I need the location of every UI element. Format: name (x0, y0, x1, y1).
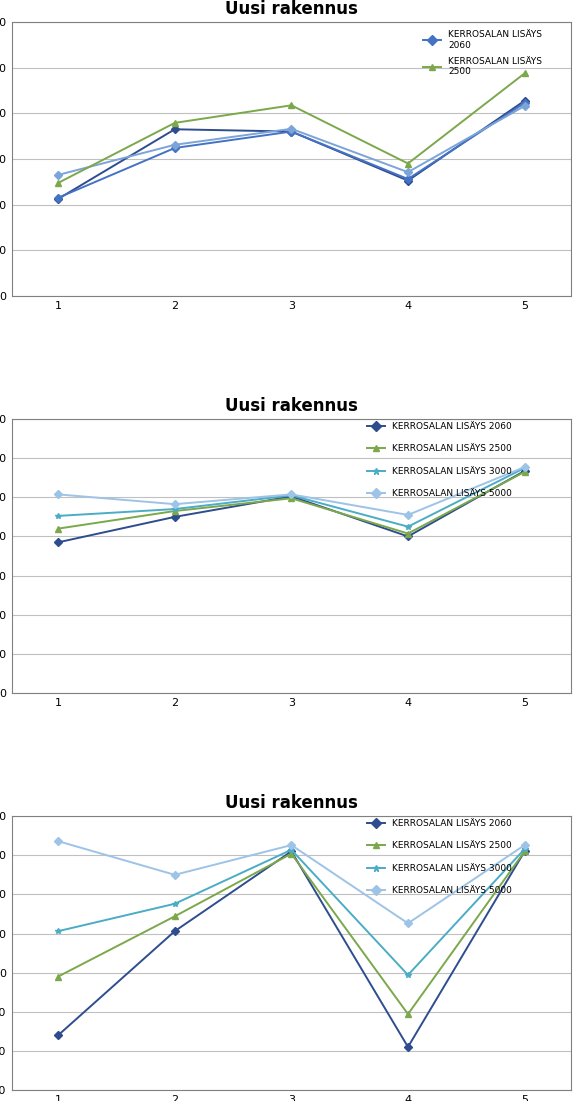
Legend: KERROSALAN LISÄYS
2060, KERROSALAN LISÄYS
2500: KERROSALAN LISÄYS 2060, KERROSALAN LISÄY… (419, 26, 545, 79)
Title: Uusi rakennus: Uusi rakennus (225, 0, 358, 18)
Title: Uusi rakennus: Uusi rakennus (225, 396, 358, 415)
Legend: KERROSALAN LISÄYS 2060, KERROSALAN LISÄYS 2500, KERROSALAN LISÄYS 3000, KERROSAL: KERROSALAN LISÄYS 2060, KERROSALAN LISÄY… (363, 418, 515, 502)
Title: Uusi rakennus: Uusi rakennus (225, 794, 358, 811)
Legend: KERROSALAN LISÄYS 2060, KERROSALAN LISÄYS 2500, KERROSALAN LISÄYS 3000, KERROSAL: KERROSALAN LISÄYS 2060, KERROSALAN LISÄY… (363, 815, 515, 900)
